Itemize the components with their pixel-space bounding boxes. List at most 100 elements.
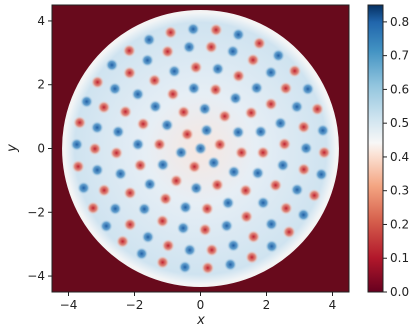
low-value-spot — [177, 105, 191, 119]
high-value-spot — [264, 217, 278, 231]
high-value-spot — [176, 221, 190, 235]
low-value-spot — [288, 64, 302, 78]
high-value-spot — [108, 202, 122, 216]
low-value-spot — [73, 115, 87, 130]
high-value-spot — [314, 167, 328, 182]
high-value-spot — [273, 116, 288, 130]
high-value-spot — [143, 177, 157, 191]
low-value-spot — [246, 53, 260, 67]
low-value-spot — [116, 234, 130, 249]
high-value-spot — [142, 33, 156, 47]
low-value-spot — [152, 137, 167, 151]
colorbar-tick-label: 0.7 — [390, 49, 409, 63]
high-value-spot — [193, 141, 208, 156]
high-value-spot — [276, 158, 290, 172]
low-value-spot — [90, 75, 105, 89]
high-value-spot — [189, 181, 203, 195]
low-value-spot — [218, 109, 232, 123]
high-value-spot — [80, 94, 94, 109]
high-value-spot — [141, 230, 155, 244]
colorbar-tick-label: 0.4 — [390, 150, 409, 164]
low-value-spot — [239, 183, 253, 198]
low-value-spot — [268, 178, 283, 192]
low-value-spot — [122, 44, 136, 58]
low-value-spot — [297, 162, 311, 177]
x-tick-label: −2 — [126, 298, 144, 312]
spot-pattern — [70, 22, 331, 275]
high-value-spot — [187, 81, 201, 95]
x-tick-label: −4 — [60, 298, 78, 312]
high-value-spot — [226, 238, 241, 253]
low-value-spot — [208, 83, 223, 97]
high-value-spot — [301, 82, 315, 96]
colorbar-gradient — [367, 4, 384, 293]
low-value-spot — [252, 36, 266, 50]
high-value-spot — [251, 166, 265, 180]
high-value-spot — [211, 62, 225, 76]
high-value-spot — [131, 137, 145, 151]
low-value-spot — [169, 174, 183, 188]
colorbar-ticks: 0.8 0.7 0.6 0.5 0.4 0.3 0.2 0.1 0.0 — [383, 15, 409, 299]
high-value-spot — [256, 196, 270, 210]
high-value-spot — [183, 243, 197, 257]
low-value-spot — [109, 146, 124, 160]
high-value-spot — [220, 219, 234, 233]
low-value-spot — [204, 40, 218, 54]
low-value-spot — [256, 146, 270, 160]
high-value-spot — [290, 100, 304, 114]
low-value-spot — [282, 225, 296, 239]
y-tick-label: 0 — [37, 142, 45, 156]
high-value-spot — [105, 58, 119, 72]
high-value-spot — [265, 239, 279, 253]
low-value-spot — [245, 250, 259, 264]
y-tick-label: −2 — [27, 205, 45, 219]
low-value-spot — [310, 102, 324, 116]
low-value-spot — [88, 142, 102, 156]
high-value-spot — [296, 208, 311, 222]
high-value-spot — [178, 260, 192, 274]
colorbar-tick-label: 0.6 — [390, 82, 409, 96]
high-value-spot — [198, 102, 212, 116]
low-value-spot — [244, 106, 258, 120]
high-value-spot — [77, 181, 91, 195]
colorbar-tick-label: 0.8 — [390, 15, 409, 29]
high-value-spot — [160, 118, 174, 132]
low-value-spot — [136, 117, 150, 131]
low-value-spot — [231, 69, 246, 83]
high-value-spot — [226, 44, 240, 58]
low-value-spot — [160, 44, 175, 59]
high-value-spot — [316, 123, 330, 138]
high-value-spot — [70, 137, 84, 152]
colorbar-tick-label: 0.1 — [390, 251, 409, 265]
low-value-spot — [205, 243, 219, 257]
low-value-spot — [187, 160, 201, 174]
low-value-spot — [86, 201, 100, 215]
high-value-spot — [186, 22, 200, 36]
low-value-spot — [307, 188, 321, 203]
colorbar-tick-label: 0.2 — [390, 217, 409, 231]
high-value-spot — [137, 202, 151, 216]
high-value-spot — [200, 123, 214, 137]
x-axis-label: x — [196, 313, 205, 328]
colorbar-tick-label: 0.0 — [390, 285, 409, 299]
low-value-spot — [147, 73, 162, 88]
high-value-spot — [290, 183, 304, 197]
low-value-spot — [123, 217, 137, 232]
high-value-spot — [221, 196, 235, 210]
low-value-spot — [97, 183, 111, 197]
high-value-spot — [140, 53, 155, 67]
high-value-spot — [90, 163, 104, 177]
x-axis-ticks: −4 −2 0 2 4 — [60, 292, 337, 312]
low-value-spot — [158, 192, 173, 206]
low-value-spot — [155, 214, 170, 228]
high-value-spot — [156, 158, 170, 172]
low-value-spot — [123, 186, 137, 200]
y-tick-label: −4 — [27, 269, 45, 283]
x-tick-label: 4 — [329, 298, 337, 312]
high-value-spot — [178, 200, 193, 214]
high-value-spot — [207, 156, 221, 170]
x-tick-label: 0 — [197, 298, 205, 312]
y-axis-label: y — [5, 144, 20, 153]
low-value-spot — [189, 60, 203, 74]
colorbar-tick-label: 0.3 — [390, 184, 409, 198]
